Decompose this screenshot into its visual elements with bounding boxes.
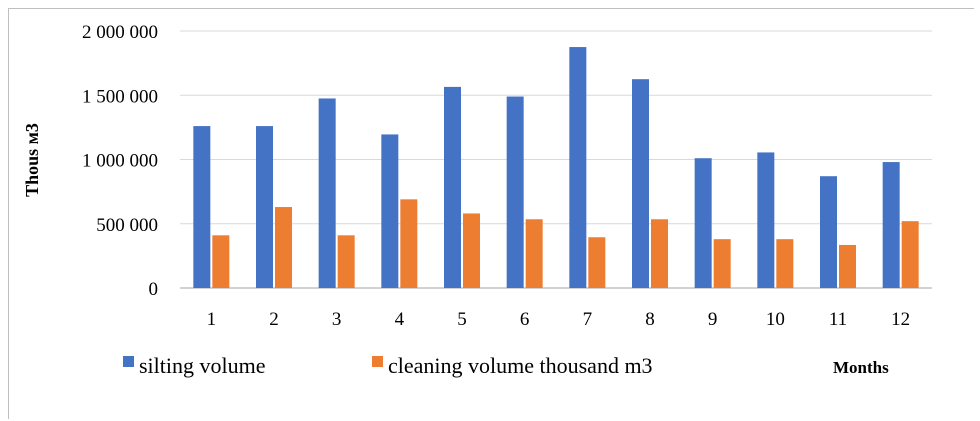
y-tick-label: 2 000 000	[82, 22, 158, 43]
bar-silting	[820, 176, 837, 288]
x-axis-label: Months	[833, 358, 889, 377]
bar-cleaning	[776, 239, 794, 288]
y-tick-label: 1 000 000	[82, 151, 158, 172]
legend-swatch-cleaning	[372, 356, 383, 367]
bar-silting	[757, 152, 775, 288]
bar-silting	[694, 158, 712, 288]
bar-silting	[318, 98, 336, 289]
bar-silting	[632, 79, 649, 288]
legend: silting volume cleaning volume thousand …	[123, 353, 653, 378]
x-tick-label: 2	[269, 309, 279, 330]
bar-silting	[381, 134, 399, 288]
legend-swatch-silting	[123, 356, 134, 367]
bar-cleaning	[275, 207, 292, 288]
bar-cleaning	[212, 235, 230, 288]
bar-silting	[193, 126, 211, 288]
x-tick-label: 12	[891, 309, 910, 330]
x-tick-label: 11	[829, 309, 847, 330]
bar-cleaning	[337, 235, 355, 288]
x-tick-label: 8	[645, 309, 655, 330]
y-axis-label: Thous м3	[22, 123, 42, 197]
bar-cleaning	[463, 213, 480, 288]
bar-cleaning	[588, 237, 606, 288]
legend-label-cleaning: cleaning volume thousand m3	[388, 353, 653, 378]
bar-cleaning	[400, 199, 418, 288]
y-tick-labels: 0 500 000 1 000 000 1 500 000 2 000 000	[82, 22, 158, 300]
y-tick-label: 500 000	[96, 215, 158, 236]
legend-label-silting: silting volume	[139, 353, 266, 378]
x-tick-label: 7	[583, 309, 593, 330]
x-tick-labels: 1 2 3 4 5 6 7 8 9 10 11 12	[207, 309, 911, 330]
x-tick-label: 1	[207, 309, 217, 330]
bar-cleaning	[713, 239, 731, 288]
x-tick-label: 9	[708, 309, 718, 330]
bar-cleaning	[651, 219, 668, 288]
bar-silting	[444, 86, 461, 289]
bar-cleaning	[901, 221, 919, 288]
x-tick-label: 5	[457, 309, 467, 330]
bar-cleaning	[839, 244, 856, 288]
bars	[193, 47, 919, 289]
bar-silting	[882, 162, 900, 288]
x-tick-label: 6	[520, 309, 530, 330]
y-tick-label: 1 500 000	[82, 86, 158, 107]
y-tick-label: 0	[149, 279, 159, 300]
x-tick-label: 10	[766, 309, 785, 330]
grid-lines	[180, 30, 932, 289]
bar-cleaning	[525, 219, 543, 288]
bar-silting	[506, 96, 524, 288]
bar-silting	[256, 126, 273, 288]
x-tick-label: 4	[395, 309, 405, 330]
chart-frame	[8, 8, 974, 419]
x-tick-label: 3	[332, 309, 342, 330]
bar-silting	[569, 47, 587, 288]
